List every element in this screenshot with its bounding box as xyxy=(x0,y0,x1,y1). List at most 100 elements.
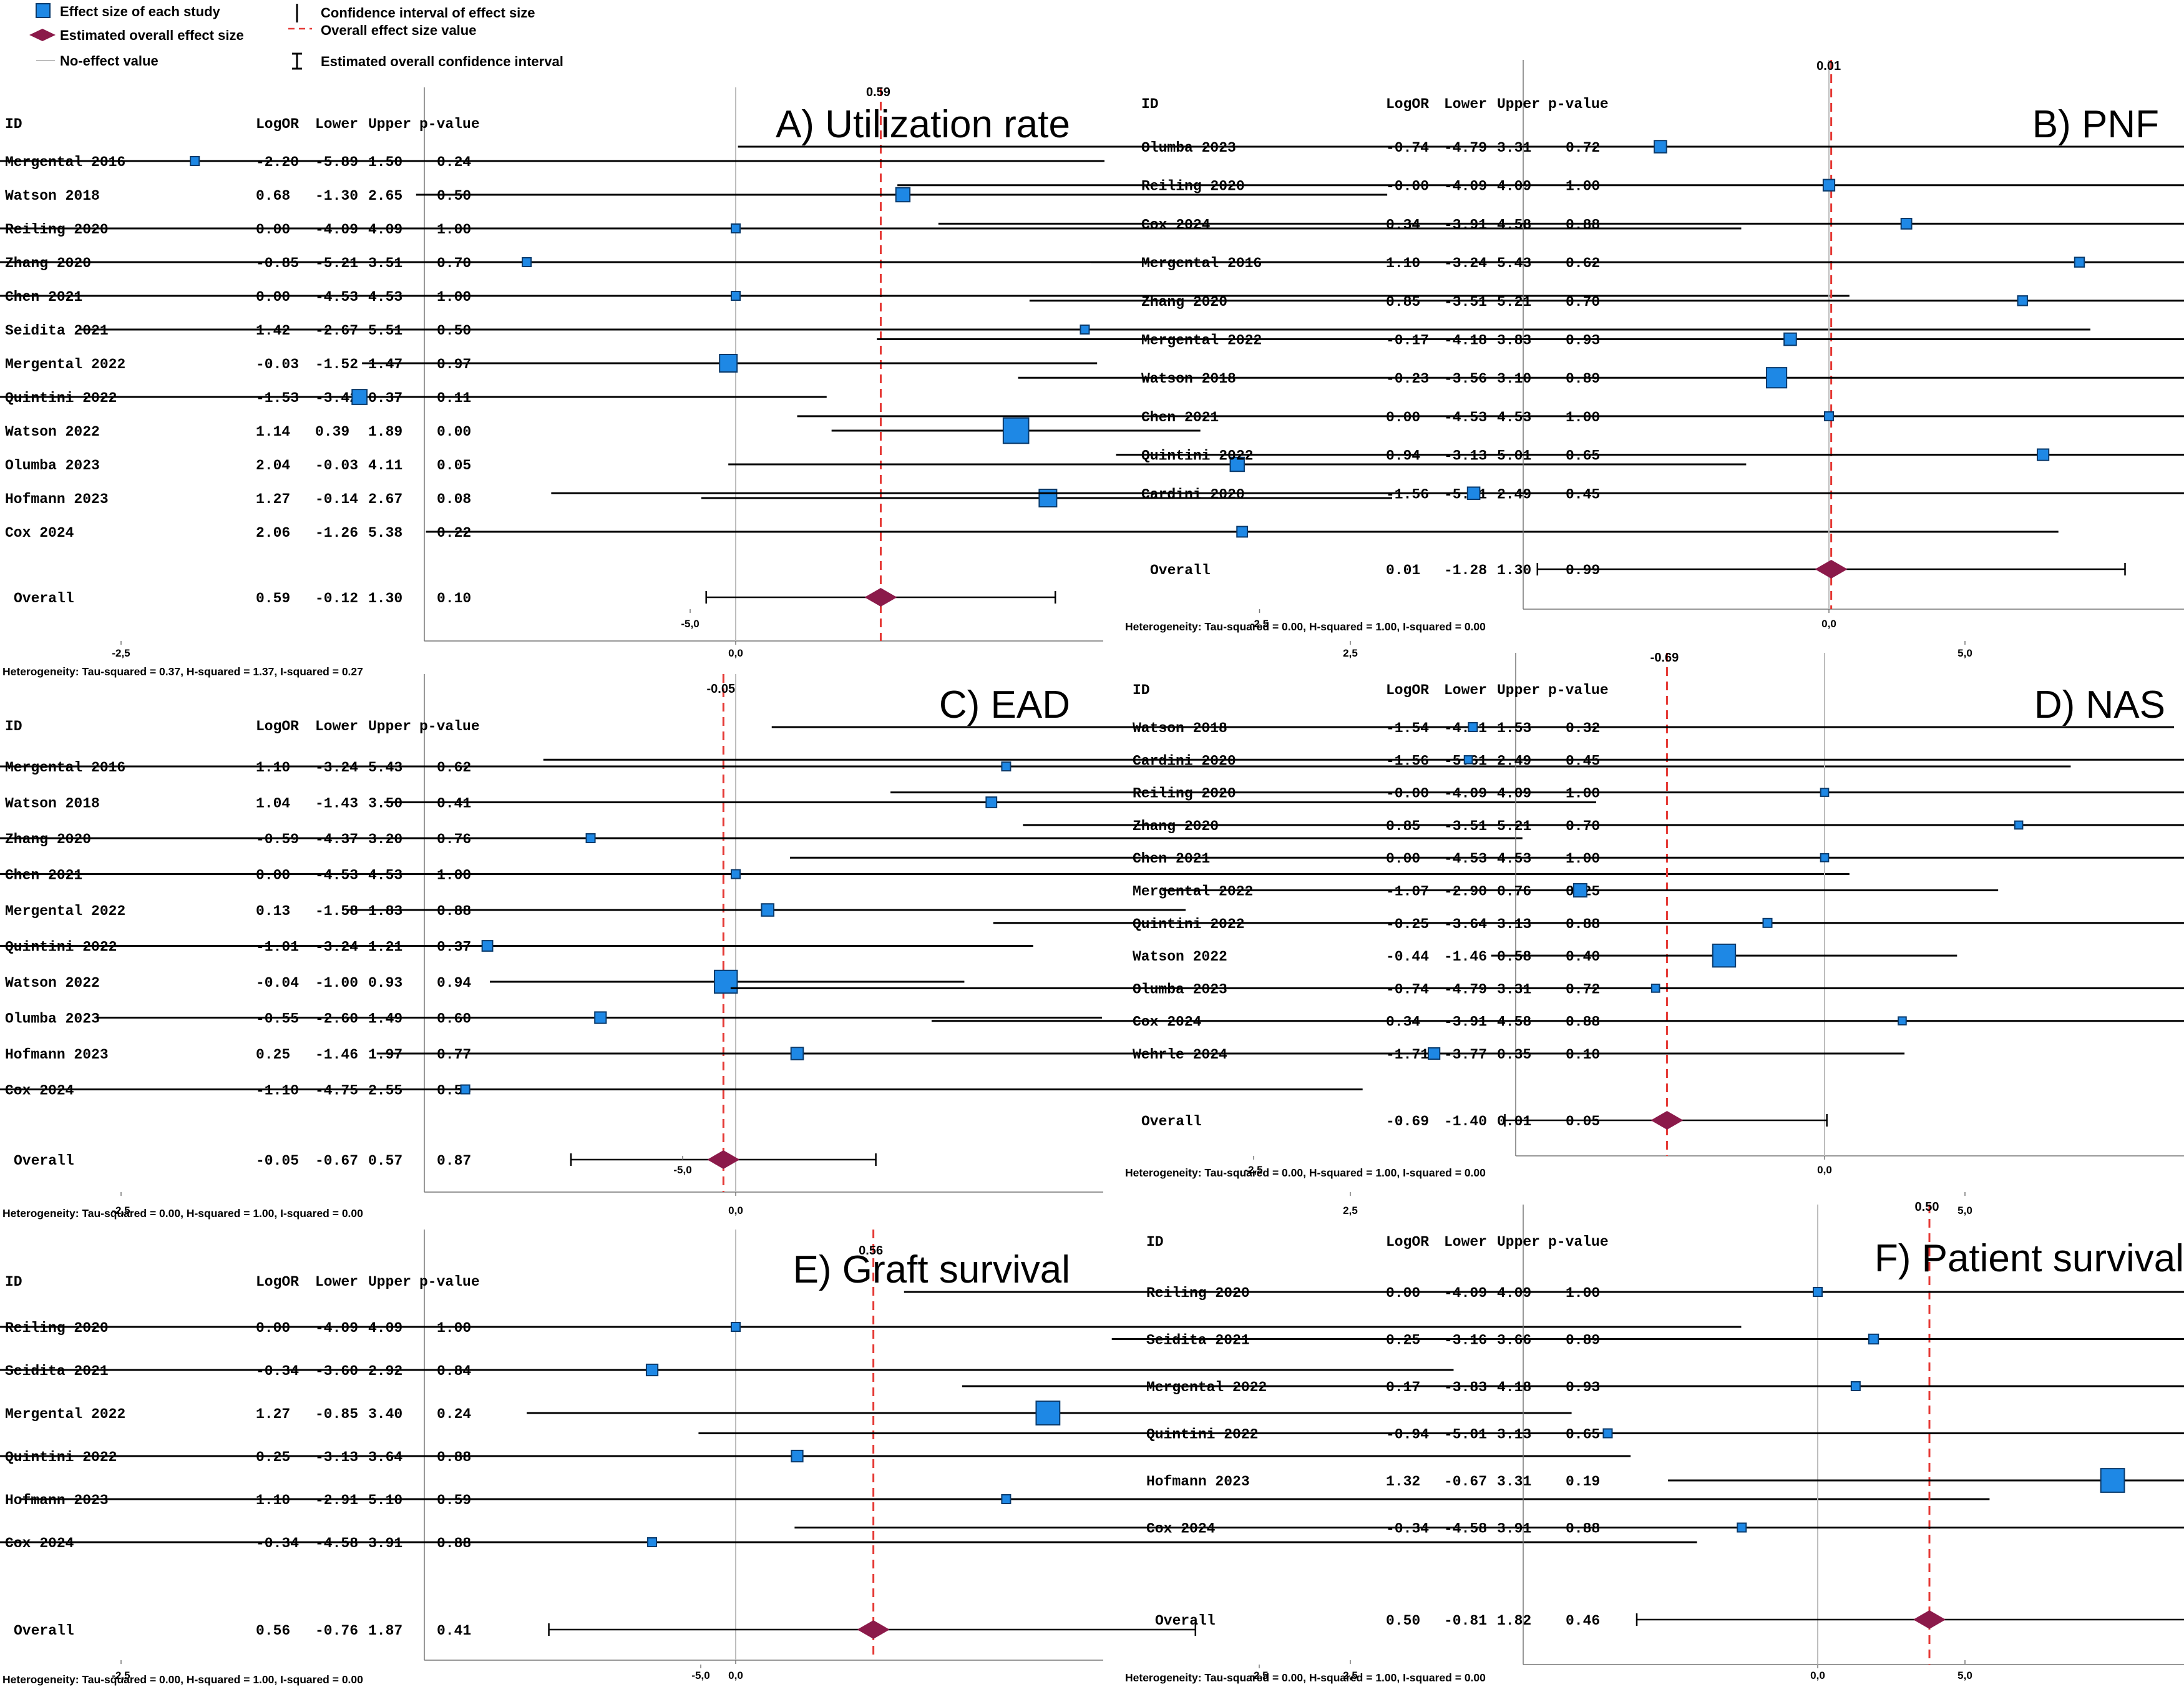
study-effect-box xyxy=(714,969,738,994)
column-header-id: ID xyxy=(1141,96,1159,112)
panel-4: -0.69 D) NAS ID LogOR Lower Upper p-value Watso… xyxy=(543,651,2184,1179)
study-p-value: 0.45 xyxy=(1566,753,1600,769)
column-header-logor: LogOR xyxy=(256,1274,299,1290)
overall-effect-value-label: -0.05 xyxy=(707,682,736,696)
study-logor: -0.85 xyxy=(256,255,299,271)
study-lower: -4.09 xyxy=(1444,1285,1487,1301)
study-upper: 2.67 xyxy=(368,491,402,507)
study-p-value: 1.00 xyxy=(1566,1285,1600,1301)
overall-label: Overall xyxy=(14,1153,74,1169)
study-upper: 4.18 xyxy=(1497,1379,1531,1396)
study-logor: -1.01 xyxy=(256,939,299,956)
study-effect-box xyxy=(761,903,775,917)
panel-title: E) Graft survival xyxy=(793,1248,1070,1291)
x-tick-label: -2,5 xyxy=(112,1205,130,1216)
study-logor: 0.00 xyxy=(256,289,290,305)
study-logor: 0.25 xyxy=(1386,1333,1420,1349)
study-id: Zhang 2020 xyxy=(5,255,91,271)
overall-lower: -0.12 xyxy=(315,590,358,607)
study-logor: 0.00 xyxy=(256,1320,290,1336)
study-upper: 5.21 xyxy=(1497,294,1531,310)
study-id: Watson 2018 xyxy=(5,188,100,204)
overall-effect-value-label: 0.56 xyxy=(859,1244,883,1258)
study-lower: -3.16 xyxy=(1444,1333,1487,1349)
study-p-value: 0.45 xyxy=(1566,486,1600,502)
legend-overall-value-label: Overall effect size value xyxy=(321,22,476,38)
study-effect-box xyxy=(1468,722,1478,732)
overall-p-value: 0.05 xyxy=(1566,1113,1600,1130)
column-header-logor: LogOR xyxy=(256,718,299,735)
forest-panels: 0.59 A) Utilization rate ID LogOR Lower Upper… xyxy=(0,59,2184,1686)
x-tick-label: -5,0 xyxy=(673,1164,691,1176)
overall-upper: 0.57 xyxy=(368,1153,402,1169)
study-id: Reiling 2020 xyxy=(1146,1285,1250,1301)
study-logor: 1.10 xyxy=(256,760,290,776)
study-upper: 0.35 xyxy=(1497,1047,1531,1063)
study-p-value: 0.24 xyxy=(437,154,471,170)
overall-logor: -0.69 xyxy=(1386,1113,1429,1130)
study-logor: -0.34 xyxy=(1386,1521,1429,1537)
study-upper: 2.55 xyxy=(368,1083,402,1099)
x-tick-label: 5,0 xyxy=(1957,1205,1972,1216)
overall-upper: 1.30 xyxy=(1497,562,1531,579)
study-logor: -0.00 xyxy=(1386,786,1429,802)
column-header-p-value: p-value xyxy=(419,1274,480,1290)
overall-diamond xyxy=(857,1620,890,1639)
study-effect-box xyxy=(895,187,911,203)
study-p-value: 0.88 xyxy=(1566,1521,1600,1537)
column-header-lower: Lower xyxy=(1444,1234,1487,1250)
legend-overall-ci-label: Estimated overall confidence interval xyxy=(321,54,563,69)
study-id: Watson 2018 xyxy=(1141,371,1236,387)
study-lower: -4.79 xyxy=(1444,140,1487,156)
study-lower: -4.79 xyxy=(1444,981,1487,997)
x-tick-label: 5,0 xyxy=(1957,1670,1972,1681)
study-effect-box xyxy=(1813,1287,1823,1297)
study-effect-box xyxy=(731,291,741,301)
overall-label: Overall xyxy=(14,1623,74,1639)
study-effect-box xyxy=(1850,1381,1861,1391)
column-header-p-value: p-value xyxy=(1548,682,1609,698)
study-p-value: 0.65 xyxy=(1566,448,1600,464)
study-lower: -3.13 xyxy=(1444,448,1487,464)
study-effect-box xyxy=(731,1322,741,1332)
column-header-logor: LogOR xyxy=(1386,1234,1429,1250)
column-header-upper: Upper xyxy=(368,718,411,735)
study-upper: 4.09 xyxy=(1497,1285,1531,1301)
study-p-value: 0.72 xyxy=(1566,140,1600,156)
study-upper: 3.83 xyxy=(1497,333,1531,349)
study-lower: -4.53 xyxy=(315,868,358,884)
panel-title: B) PNF xyxy=(2032,103,2159,146)
study-upper: 5.43 xyxy=(368,760,402,776)
study-lower: -3.91 xyxy=(1444,217,1487,233)
study-p-value: 0.93 xyxy=(1566,1379,1600,1396)
column-header-upper: Upper xyxy=(368,116,411,132)
study-upper: 2.49 xyxy=(1497,753,1531,769)
study-p-value: 0.89 xyxy=(1566,1333,1600,1349)
study-id: Olumba 2023 xyxy=(1141,140,1236,156)
overall-label: Overall xyxy=(14,590,74,607)
overall-effect-value-label: 0.59 xyxy=(866,86,890,99)
study-effect-box xyxy=(1035,1401,1061,1425)
study-effect-box xyxy=(351,389,368,405)
study-logor: -1.53 xyxy=(256,390,299,406)
overall-lower: -0.67 xyxy=(315,1153,358,1169)
study-effect-box xyxy=(719,354,738,373)
overall-logor: 0.50 xyxy=(1386,1613,1420,1629)
study-effect-box xyxy=(1650,984,1660,993)
study-lower: -4.53 xyxy=(1444,409,1487,426)
study-p-value: 0.88 xyxy=(1566,1014,1600,1030)
study-id: Mergental 2016 xyxy=(1141,255,1262,271)
study-logor: 2.06 xyxy=(256,525,290,541)
study-effect-box xyxy=(1572,883,1587,897)
study-upper: 3.40 xyxy=(368,1406,402,1422)
study-lower: -3.56 xyxy=(1444,371,1487,387)
study-lower: -4.37 xyxy=(315,831,358,848)
study-id: Zhang 2020 xyxy=(1133,818,1219,834)
study-id: Quintini 2022 xyxy=(5,390,117,406)
study-upper: 5.38 xyxy=(368,525,402,541)
study-upper: 0.58 xyxy=(1497,949,1531,965)
study-effect-box xyxy=(1820,853,1830,863)
study-lower: -3.24 xyxy=(315,939,358,956)
